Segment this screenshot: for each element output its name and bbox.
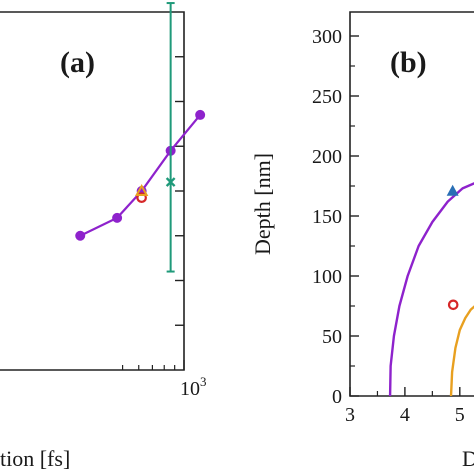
- panel-a-ticks: [121, 56, 185, 370]
- panel-a-series: [75, 2, 206, 273]
- data-point: [134, 183, 149, 196]
- panel-a-label: (a): [60, 46, 95, 79]
- y-tick-label: 300: [312, 26, 342, 48]
- data-point: [195, 109, 206, 120]
- panel-b-label: (b): [390, 46, 427, 79]
- panel-b: 0 50 100 150 200 250 300 3 4 5 (b) Depth [nm] D: [250, 11, 474, 471]
- y-tick-label: 200: [312, 146, 342, 168]
- series-line: [79, 114, 202, 237]
- y-tick-label: 0: [332, 386, 342, 408]
- data-point: [112, 212, 123, 223]
- panel-b-frame: [349, 11, 474, 397]
- panel-b-tick-labels: 0 50 100 150 200 250 300 3 4 5: [312, 26, 465, 426]
- panel-a: (a) tion [fs] 103: [0, 2, 207, 471]
- panel-a-x-axis-label: tion [fs]: [0, 446, 70, 471]
- y-tick-label: 100: [312, 266, 342, 288]
- data-point: [75, 230, 86, 241]
- x-tick-label: 3: [345, 404, 355, 426]
- panel-b-y-axis-label: Depth [nm]: [250, 153, 275, 255]
- data-point: [136, 192, 147, 204]
- series-line: [388, 182, 474, 397]
- panel-b-ticks: [349, 35, 461, 397]
- y-tick-label: 50: [322, 326, 342, 348]
- data-point: [446, 184, 459, 196]
- panel-a-x-tick-label: 103: [180, 374, 207, 400]
- series-line: [449, 305, 474, 397]
- tick-base: 10: [180, 378, 200, 400]
- y-tick-label: 250: [312, 86, 342, 108]
- panel-b-x-axis-label: D: [462, 446, 474, 471]
- data-point: [165, 177, 176, 187]
- x-tick-label: 4: [400, 404, 410, 426]
- panel-b-series: [388, 182, 474, 397]
- tick-exponent: 3: [200, 374, 207, 389]
- y-tick-label: 150: [312, 206, 342, 228]
- x-tick-label: 5: [455, 404, 465, 426]
- data-point: [447, 299, 459, 311]
